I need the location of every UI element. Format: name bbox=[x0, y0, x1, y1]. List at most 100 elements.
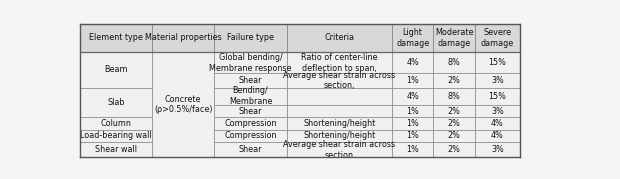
Bar bbox=[80, 52, 152, 157]
Text: Light
damage: Light damage bbox=[396, 28, 429, 48]
Bar bbox=[80, 130, 152, 142]
Bar bbox=[392, 117, 433, 130]
Text: 2%: 2% bbox=[448, 107, 461, 116]
Bar bbox=[152, 52, 215, 157]
Bar bbox=[476, 105, 520, 117]
Text: 4%: 4% bbox=[491, 131, 504, 140]
Bar bbox=[392, 52, 433, 157]
Bar bbox=[215, 24, 286, 52]
Bar bbox=[433, 24, 476, 52]
Bar bbox=[286, 52, 392, 157]
Text: 8%: 8% bbox=[448, 92, 461, 101]
Text: Global bending/
Membrane response: Global bending/ Membrane response bbox=[209, 53, 292, 72]
Text: Column: Column bbox=[100, 119, 131, 128]
Bar bbox=[286, 142, 392, 157]
Bar bbox=[215, 52, 286, 73]
Text: Moderate
damage: Moderate damage bbox=[435, 28, 474, 48]
Text: 8%: 8% bbox=[448, 58, 461, 67]
Text: 4%: 4% bbox=[406, 58, 419, 67]
Text: 3%: 3% bbox=[491, 145, 504, 154]
Text: 2%: 2% bbox=[448, 131, 461, 140]
Bar bbox=[476, 88, 520, 105]
Text: Shortening/height: Shortening/height bbox=[303, 131, 376, 140]
Text: Failure type: Failure type bbox=[227, 33, 274, 42]
Text: Shear: Shear bbox=[239, 107, 262, 116]
Text: 3%: 3% bbox=[491, 76, 504, 85]
Text: Average shear strain across
section,: Average shear strain across section, bbox=[283, 71, 396, 90]
Bar bbox=[476, 73, 520, 88]
Bar bbox=[215, 52, 286, 157]
Text: Beam: Beam bbox=[104, 65, 128, 74]
Bar bbox=[433, 130, 476, 142]
Bar bbox=[215, 88, 286, 105]
Bar bbox=[392, 130, 433, 142]
Bar bbox=[433, 73, 476, 88]
Bar bbox=[80, 88, 152, 117]
Text: 1%: 1% bbox=[406, 119, 419, 128]
Bar bbox=[433, 52, 476, 73]
Bar bbox=[286, 117, 392, 130]
Bar bbox=[433, 142, 476, 157]
Bar bbox=[152, 24, 215, 52]
Text: 15%: 15% bbox=[489, 92, 507, 101]
Text: Concrete
(ρ>0.5%/face): Concrete (ρ>0.5%/face) bbox=[154, 95, 213, 114]
Text: 3%: 3% bbox=[491, 107, 504, 116]
Bar bbox=[286, 130, 392, 142]
Bar bbox=[476, 52, 520, 73]
Text: 2%: 2% bbox=[448, 119, 461, 128]
Bar bbox=[215, 130, 286, 142]
Text: 15%: 15% bbox=[489, 58, 507, 67]
Text: 2%: 2% bbox=[448, 145, 461, 154]
Text: Shear: Shear bbox=[239, 145, 262, 154]
Text: Bending/
Membrane: Bending/ Membrane bbox=[229, 86, 272, 106]
Bar bbox=[476, 142, 520, 157]
Bar bbox=[476, 117, 520, 130]
Bar bbox=[80, 24, 152, 52]
Bar bbox=[152, 52, 215, 157]
Bar bbox=[80, 117, 152, 130]
Bar bbox=[80, 52, 152, 88]
Text: 4%: 4% bbox=[406, 92, 419, 101]
Bar bbox=[215, 105, 286, 117]
Text: Load-bearing wall: Load-bearing wall bbox=[80, 131, 152, 140]
Bar bbox=[286, 52, 392, 73]
Text: Criteria: Criteria bbox=[324, 33, 355, 42]
Text: Ratio of center-line
deflection to span,: Ratio of center-line deflection to span, bbox=[301, 53, 378, 72]
Bar bbox=[433, 52, 476, 157]
Text: 1%: 1% bbox=[406, 131, 419, 140]
Bar bbox=[392, 52, 433, 73]
Bar bbox=[392, 24, 433, 52]
Bar bbox=[286, 105, 392, 117]
Text: 4%: 4% bbox=[491, 119, 504, 128]
Bar bbox=[392, 105, 433, 117]
Bar bbox=[476, 24, 520, 52]
Text: 2%: 2% bbox=[448, 76, 461, 85]
Bar bbox=[215, 142, 286, 157]
Bar bbox=[286, 24, 392, 52]
Bar bbox=[80, 142, 152, 157]
Bar bbox=[433, 88, 476, 105]
Bar bbox=[476, 130, 520, 142]
Text: Compression: Compression bbox=[224, 119, 277, 128]
Bar bbox=[215, 73, 286, 88]
Text: Average shear strain across
section: Average shear strain across section bbox=[283, 140, 396, 159]
Text: Compression: Compression bbox=[224, 131, 277, 140]
Bar bbox=[392, 142, 433, 157]
Bar bbox=[286, 88, 392, 105]
Bar bbox=[433, 105, 476, 117]
Text: Slab: Slab bbox=[107, 98, 125, 107]
Bar bbox=[476, 52, 520, 157]
Bar bbox=[392, 73, 433, 88]
Bar bbox=[286, 73, 392, 88]
Bar bbox=[392, 88, 433, 105]
Text: Element type: Element type bbox=[89, 33, 143, 42]
Text: Severe
damage: Severe damage bbox=[481, 28, 514, 48]
Text: 1%: 1% bbox=[406, 76, 419, 85]
Text: Shortening/height: Shortening/height bbox=[303, 119, 376, 128]
Bar bbox=[433, 117, 476, 130]
Text: 1%: 1% bbox=[406, 107, 419, 116]
Bar bbox=[215, 117, 286, 130]
Text: 1%: 1% bbox=[406, 145, 419, 154]
Text: Shear wall: Shear wall bbox=[95, 145, 137, 154]
Text: Shear: Shear bbox=[239, 76, 262, 85]
